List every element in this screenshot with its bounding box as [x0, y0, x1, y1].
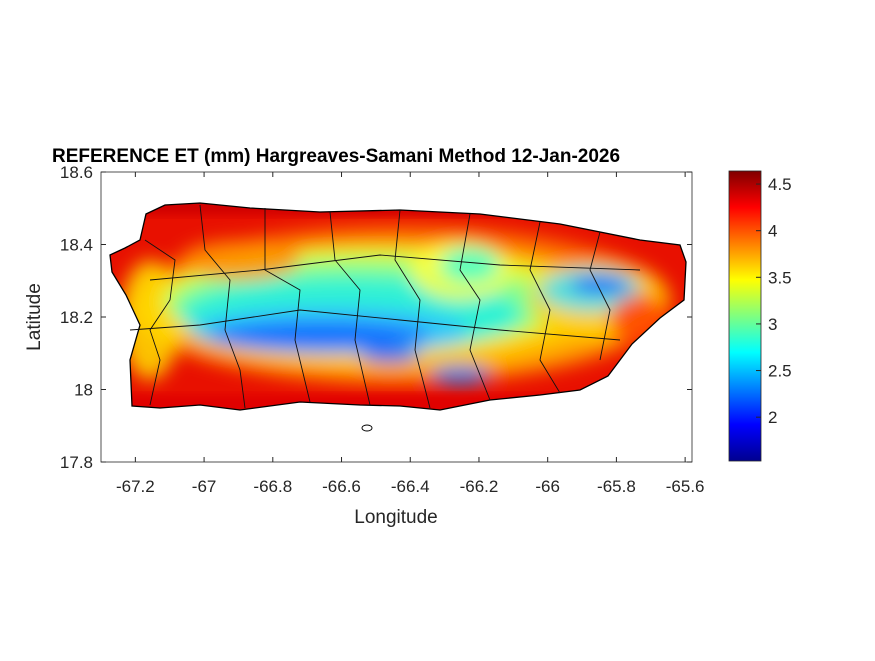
- y-axis-label: Latitude: [24, 283, 45, 351]
- islet-outline: [361, 424, 373, 432]
- municipality-boundary: [129, 309, 621, 341]
- municipality-boundary: [589, 231, 611, 361]
- island-outline: [109, 202, 687, 411]
- x-tick-label: -66.8: [253, 477, 292, 496]
- x-tick-label: -66.4: [391, 477, 430, 496]
- colorbar-tick-label: 3: [768, 315, 777, 334]
- municipality-boundary: [264, 208, 311, 403]
- colorbar-tick-label: 4.5: [768, 175, 792, 194]
- x-tick-label: -65.6: [666, 477, 705, 496]
- municipality-boundary: [529, 221, 561, 394]
- municipality-boundary: [199, 204, 246, 409]
- y-tick-label: 17.8: [60, 453, 93, 472]
- colorbar-tick-label: 2: [768, 408, 777, 427]
- municipality-boundary: [149, 254, 641, 281]
- et-heatmap: [110, 203, 686, 410]
- chart-title: REFERENCE ET (mm) Hargreaves-Samani Meth…: [52, 146, 620, 167]
- x-axis-label: Longitude: [354, 507, 437, 528]
- colorbar-tick-label: 2.5: [768, 362, 792, 381]
- y-tick-label: 18.6: [60, 163, 93, 182]
- y-tick-label: 18.2: [60, 308, 93, 327]
- colorbar: [728, 170, 762, 462]
- colorbar-tick-label: 4: [768, 222, 777, 241]
- x-tick-label: -66.6: [322, 477, 361, 496]
- y-tick-label: 18.4: [60, 236, 93, 255]
- municipality-boundaries: [129, 204, 641, 432]
- x-tick-label: -65.8: [597, 477, 636, 496]
- municipality-boundary: [459, 213, 491, 401]
- x-tick-label: -66: [535, 477, 560, 496]
- municipality-boundary: [144, 239, 176, 406]
- y-tick-label: 18: [74, 381, 93, 400]
- x-tick-label: -67: [192, 477, 217, 496]
- municipality-boundary: [329, 211, 371, 406]
- colorbar-tick-label: 3.5: [768, 268, 792, 287]
- x-tick-label: -67.2: [116, 477, 155, 496]
- municipality-boundary: [394, 209, 431, 409]
- x-tick-label: -66.2: [460, 477, 499, 496]
